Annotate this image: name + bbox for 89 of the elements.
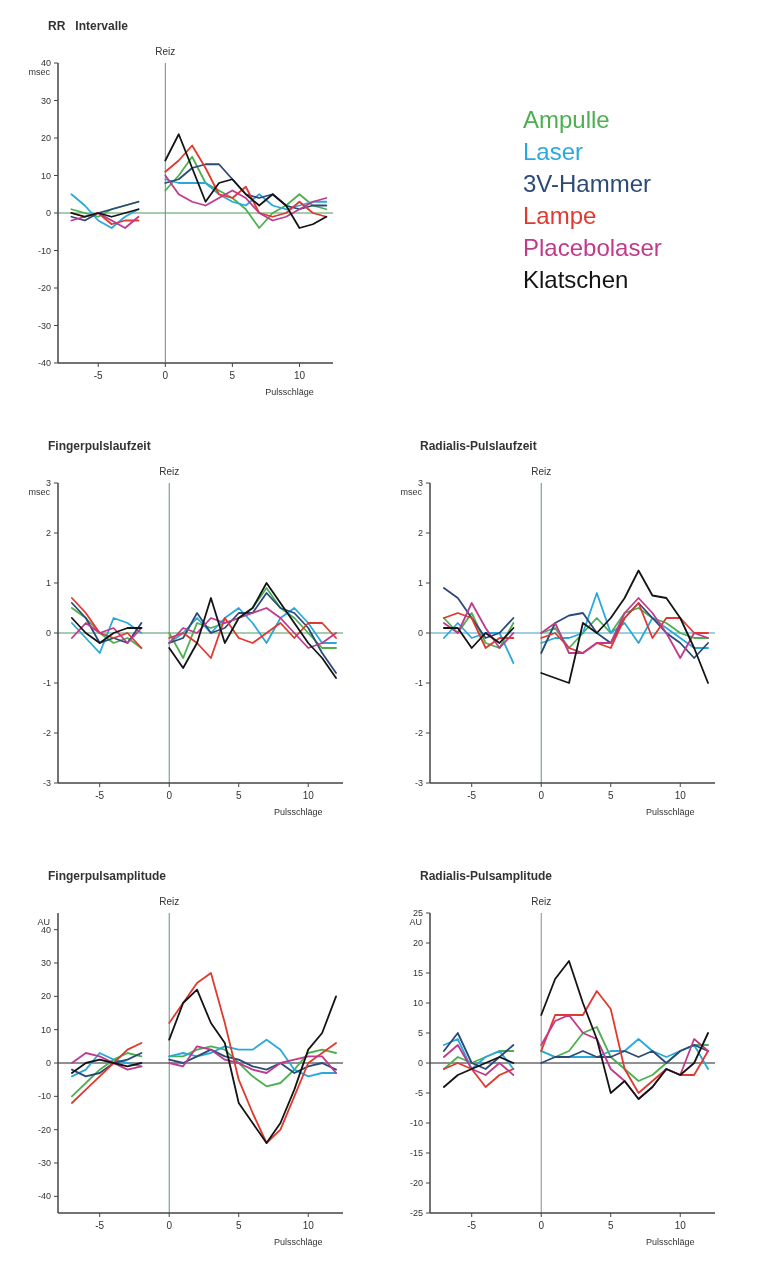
y-axis-title: AU [409, 917, 422, 927]
x-axis-title: Pulsschläge [273, 807, 323, 817]
x-tick-label: 10 [293, 370, 306, 381]
y-tick-label: 15 [412, 968, 423, 979]
x-axis-title: Pulsschläge [265, 387, 314, 397]
y-tick-label: -20 [409, 1178, 423, 1189]
chart-title: Fingerpulsamplitude [48, 869, 167, 883]
y-tick-label: 30 [40, 958, 51, 969]
x-tick-label: 10 [674, 790, 687, 801]
y-tick-label: 20 [40, 991, 51, 1002]
y-tick-label: -1 [42, 678, 51, 689]
chart-title: Radialis-Pulsamplitude [420, 869, 553, 883]
x-tick-label: 0 [538, 1220, 545, 1231]
y-tick-label: 0 [417, 628, 423, 639]
x-tick-label: -5 [93, 370, 104, 381]
chart-title: Radialis-Pulslaufzeit [420, 439, 537, 453]
y-tick-label: -20 [37, 1124, 51, 1135]
text: Lampe [523, 202, 597, 229]
y-axis-title: AU [37, 917, 50, 927]
y-tick-label: 0 [45, 208, 51, 219]
y-tick-label: -1 [414, 678, 423, 689]
text: Placebolaser [523, 234, 662, 261]
y-tick-label: -2 [42, 728, 51, 739]
y-tick-label: 5 [417, 1028, 423, 1039]
y-tick-label: 0 [45, 628, 51, 639]
text: Klatschen [523, 266, 629, 293]
y-tick-label: -3 [414, 778, 423, 789]
y-tick-label: -40 [37, 358, 51, 369]
text: Laser [523, 138, 584, 165]
y-tick-label: -25 [409, 1208, 423, 1219]
y-tick-label: -2 [414, 728, 423, 739]
ref-line-label: Reiz [159, 466, 180, 477]
x-tick-label: 5 [235, 1220, 242, 1231]
y-tick-label: -30 [37, 320, 51, 331]
ref-line-label: Reiz [155, 46, 176, 57]
x-tick-label: -5 [95, 1220, 105, 1231]
x-tick-label: 10 [302, 790, 315, 801]
chart-title: RR Intervalle [48, 19, 129, 33]
y-tick-label: 20 [412, 938, 423, 949]
x-tick-label: 0 [166, 790, 173, 801]
x-tick-label: -5 [95, 790, 105, 801]
x-tick-label: 5 [229, 370, 236, 381]
y-tick-label: 3 [45, 478, 51, 489]
y-tick-label: 10 [40, 170, 51, 181]
y-axis-title: msec [28, 67, 51, 77]
x-tick-label: 0 [162, 370, 169, 381]
x-tick-label: 10 [302, 1220, 315, 1231]
x-axis-title: Pulsschläge [273, 1237, 323, 1247]
x-axis-title: Pulsschläge [645, 1237, 695, 1247]
y-tick-label: -30 [37, 1158, 51, 1169]
x-axis-title: Pulsschläge [645, 807, 695, 817]
ref-line-label: Reiz [159, 896, 180, 907]
x-tick-label: -5 [467, 790, 477, 801]
y-tick-label: 1 [417, 578, 423, 589]
y-tick-label: -10 [409, 1118, 423, 1129]
y-tick-label: 25 [412, 908, 423, 919]
x-tick-label: -5 [467, 1220, 477, 1231]
chart-title: Fingerpulslaufzeit [48, 439, 151, 453]
y-tick-label: 2 [417, 528, 423, 539]
y-tick-label: -10 [37, 245, 51, 256]
y-tick-label: -5 [414, 1088, 423, 1099]
y-tick-label: -40 [37, 1191, 51, 1202]
y-tick-label: 0 [45, 1058, 51, 1069]
y-tick-label: 40 [40, 58, 51, 69]
y-tick-label: 1 [45, 578, 51, 589]
x-tick-label: 5 [607, 790, 614, 801]
y-tick-label: 0 [417, 1058, 423, 1069]
y-tick-label: 10 [412, 998, 423, 1009]
y-tick-label: 20 [40, 133, 51, 144]
y-tick-label: -10 [37, 1091, 51, 1102]
x-tick-label: 0 [538, 790, 545, 801]
x-tick-label: 5 [607, 1220, 614, 1231]
ref-line-label: Reiz [531, 466, 552, 477]
x-tick-label: 10 [674, 1220, 687, 1231]
text: Ampulle [523, 106, 610, 133]
y-tick-label: 3 [417, 478, 423, 489]
y-tick-label: -3 [42, 778, 51, 789]
y-tick-label: -15 [409, 1148, 423, 1159]
y-tick-label: 10 [40, 1024, 51, 1035]
x-tick-label: 0 [166, 1220, 173, 1231]
text: 3V-Hammer [523, 170, 652, 197]
y-tick-label: 2 [45, 528, 51, 539]
y-tick-label: -20 [37, 283, 51, 294]
y-tick-label: 30 [40, 95, 51, 106]
y-axis-title: msec [28, 487, 51, 497]
y-axis-title: msec [400, 487, 423, 497]
ref-line-label: Reiz [531, 896, 552, 907]
x-tick-label: 5 [235, 790, 242, 801]
y-tick-label: 40 [40, 924, 51, 935]
